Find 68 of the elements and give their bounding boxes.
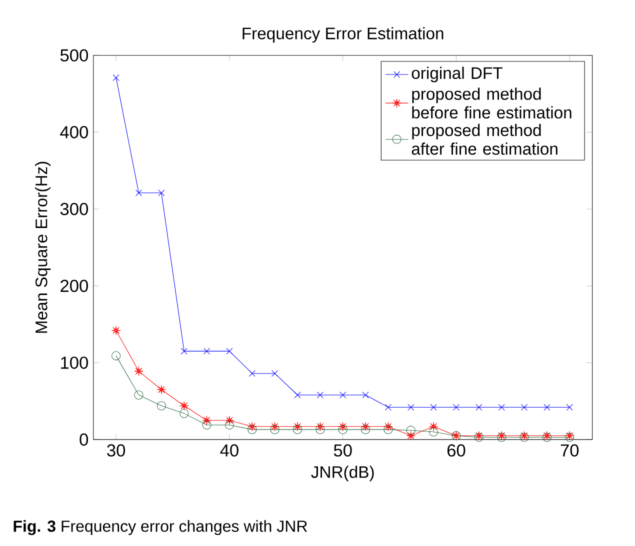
point	[112, 74, 120, 81]
y-tick-label: 100	[61, 356, 88, 369]
point	[520, 404, 528, 410]
x-tick-label: 30	[107, 444, 126, 456]
point	[429, 422, 438, 431]
point	[135, 189, 142, 196]
point	[270, 424, 280, 434]
point	[294, 392, 301, 398]
point	[316, 392, 324, 398]
point	[316, 422, 325, 431]
point	[476, 404, 482, 410]
point	[292, 422, 302, 431]
point	[226, 348, 233, 354]
point	[362, 392, 369, 398]
point	[248, 370, 256, 377]
point	[340, 392, 346, 398]
point	[134, 390, 144, 400]
point	[406, 431, 416, 440]
point	[112, 326, 121, 335]
point	[224, 420, 234, 430]
x-tick-label: 50	[334, 444, 352, 456]
point	[406, 426, 416, 435]
x-axis-title: JNR(dB)	[311, 466, 374, 482]
y-axis-title: Mean Square Error(Hz)	[35, 162, 51, 333]
point	[292, 424, 302, 434]
point	[544, 404, 550, 410]
point	[384, 424, 393, 434]
point	[180, 401, 189, 410]
point	[112, 351, 121, 360]
text: Fig. 3 Frequency error changes with JNR	[14, 520, 308, 535]
point	[180, 348, 188, 354]
point	[202, 416, 212, 425]
x-tick-label: 40	[220, 444, 238, 456]
point	[248, 422, 257, 431]
legend-label: proposed method after fine estimation	[412, 124, 558, 155]
point	[180, 408, 189, 418]
point	[452, 404, 460, 410]
point	[498, 404, 505, 410]
point	[272, 370, 278, 377]
point	[156, 384, 166, 394]
point	[202, 420, 212, 430]
point	[430, 404, 437, 410]
point	[429, 427, 438, 436]
point	[316, 424, 325, 434]
point	[134, 366, 144, 376]
point	[338, 424, 348, 434]
x-tick-label: 60	[447, 444, 466, 456]
point	[224, 416, 234, 425]
point	[158, 189, 165, 196]
point	[248, 424, 257, 434]
point	[566, 404, 573, 410]
point	[384, 422, 393, 431]
y-tick-label: 300	[60, 202, 88, 216]
point	[408, 404, 414, 410]
point	[270, 422, 280, 431]
y-tick-label: 400	[60, 126, 88, 138]
point	[338, 422, 348, 431]
point	[156, 401, 166, 410]
point	[203, 348, 210, 354]
point	[384, 404, 392, 410]
y-tick-label: 500	[60, 49, 88, 62]
y-tick-label: 200	[60, 280, 88, 292]
point	[360, 422, 370, 431]
y-tick-label: 0	[80, 433, 88, 446]
legend-label: original DFT	[412, 66, 502, 82]
x-tick-label: 70	[560, 444, 579, 456]
chart-title: Frequency Error Estimation	[242, 26, 444, 42]
point	[360, 424, 370, 434]
